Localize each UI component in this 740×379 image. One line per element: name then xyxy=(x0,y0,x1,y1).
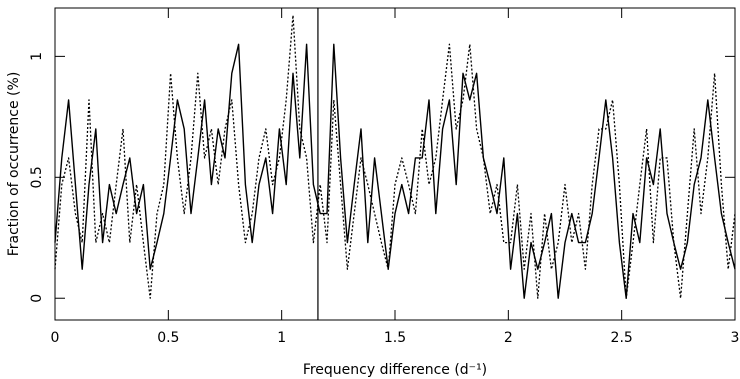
x-tick-label: 2.5 xyxy=(611,330,633,346)
data-line xyxy=(54,43,736,299)
y-tick-label: 1 xyxy=(29,52,45,61)
y-tick-label: 0 xyxy=(29,294,45,303)
data-line xyxy=(54,14,736,299)
y-tick-label: 0.5 xyxy=(29,166,45,188)
x-tick-label: 0 xyxy=(51,330,60,346)
x-tick-label: 1.5 xyxy=(384,330,406,346)
x-tick-label: 2 xyxy=(504,330,513,346)
x-axis-label: Frequency difference (d⁻¹) xyxy=(303,362,487,378)
x-tick-label: 0.5 xyxy=(157,330,179,346)
x-tick-label: 3 xyxy=(731,330,740,346)
plot-frame xyxy=(54,7,736,321)
y-axis-label: Fraction of occurrence (%) xyxy=(6,72,22,257)
x-tick-label: 1 xyxy=(277,330,286,346)
